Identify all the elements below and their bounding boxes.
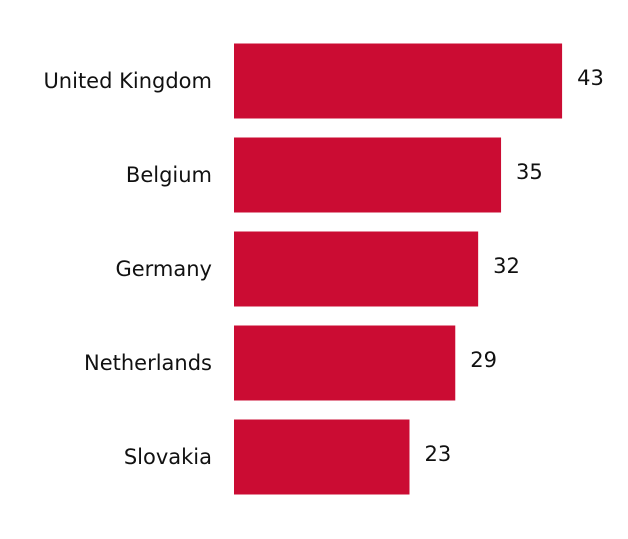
- value-label: 43: [577, 66, 604, 90]
- category-label: Germany: [115, 257, 212, 281]
- category-label: Netherlands: [84, 351, 212, 375]
- bar: [234, 325, 456, 401]
- value-label: 29: [470, 348, 497, 372]
- value-label: 23: [424, 442, 451, 466]
- bar: [234, 231, 479, 307]
- bar: [234, 419, 410, 495]
- category-label: United Kingdom: [43, 69, 212, 93]
- value-label: 32: [493, 254, 520, 278]
- category-label: Belgium: [126, 163, 212, 187]
- category-label: Slovakia: [124, 445, 212, 469]
- bar: [234, 137, 502, 213]
- bar: [234, 43, 563, 119]
- value-label: 35: [516, 160, 543, 184]
